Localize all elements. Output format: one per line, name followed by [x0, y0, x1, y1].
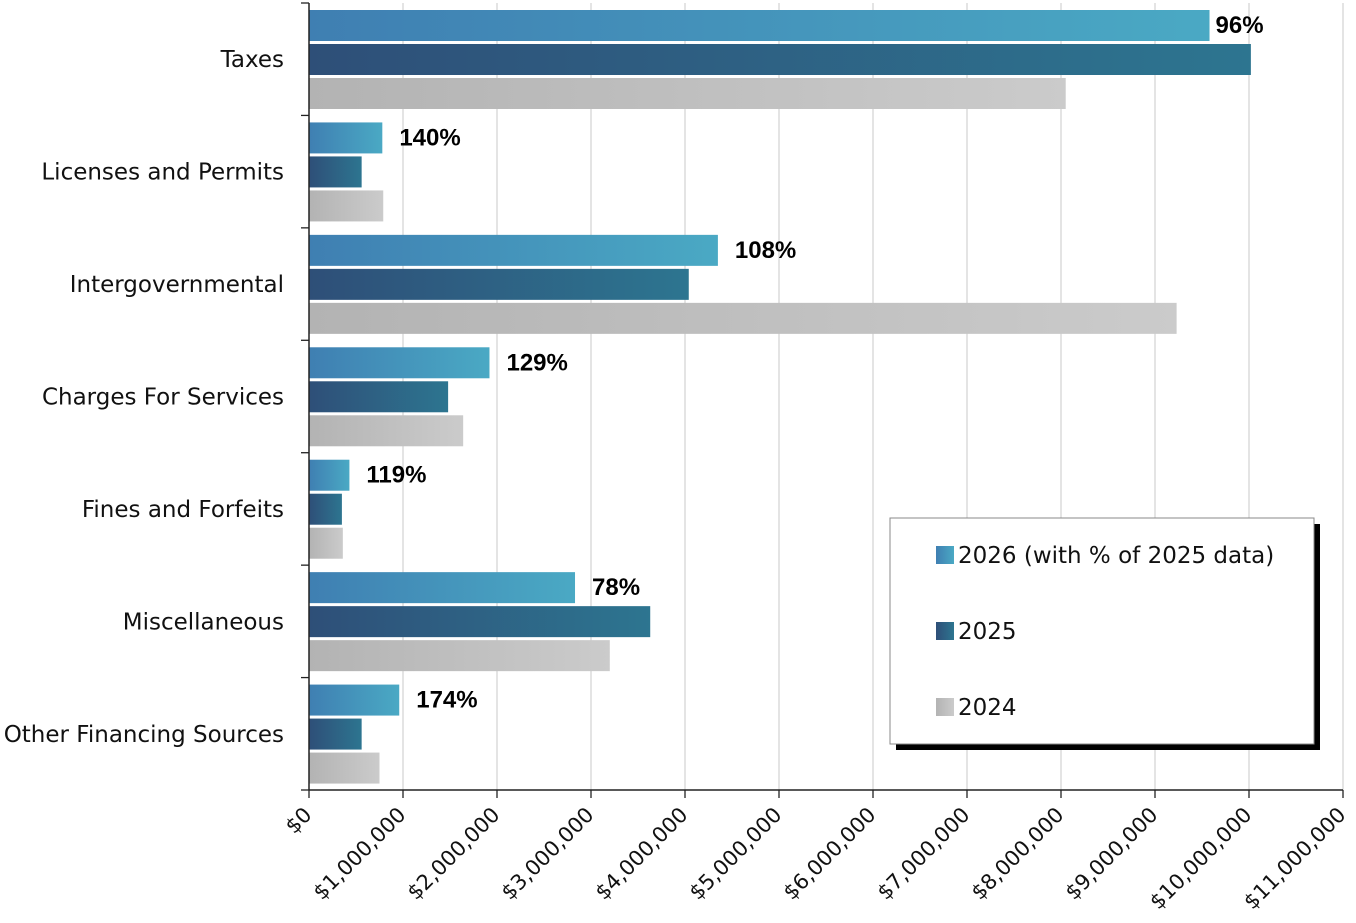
bar-2025: [309, 606, 651, 638]
category-label: Intergovernmental: [70, 272, 284, 298]
bar-2026: [309, 347, 490, 379]
category-label: Taxes: [220, 47, 284, 73]
legend-entry: 2025: [958, 619, 1017, 645]
bar-2026: [309, 459, 350, 491]
x-tick-label: $2,000,000: [403, 803, 505, 905]
bar-2024: [309, 415, 464, 447]
percent-label: 129%: [506, 349, 567, 376]
bar-2025: [309, 493, 342, 525]
legend-swatch: [936, 698, 954, 716]
bar-2024: [309, 527, 343, 559]
legend-entry: 2024: [958, 695, 1017, 721]
bar-2026: [309, 234, 718, 266]
category-label: Fines and Forfeits: [82, 497, 284, 523]
x-tick-label: $8,000,000: [967, 803, 1069, 905]
bar-2024: [309, 190, 384, 222]
legend-box: [889, 517, 1315, 745]
bar-2025: [309, 44, 1251, 75]
legend-swatch: [936, 546, 954, 564]
bar-2026: [309, 122, 383, 154]
bar-2024: [309, 302, 1177, 334]
category-label: Charges For Services: [42, 385, 284, 411]
bar-2026: [309, 10, 1210, 41]
x-tick-label: $9,000,000: [1061, 803, 1163, 905]
x-tick-label: $7,000,000: [873, 803, 975, 905]
bar-2026: [309, 684, 400, 716]
percent-label: 108%: [735, 237, 796, 264]
bar-2024: [309, 752, 380, 784]
legend: 2026 (with % of 2025 data) 2025 2024: [889, 517, 1320, 750]
x-tick-label: $3,000,000: [497, 803, 599, 905]
x-tick-label: $6,000,000: [779, 803, 881, 905]
category-label: Other Financing Sources: [4, 722, 284, 748]
labels: Taxes 96% Licenses and Permits 140% Intergov…: [4, 12, 1264, 748]
bars: [309, 10, 1251, 784]
x-tick-label: $1,000,000: [309, 803, 411, 905]
percent-label: 119%: [366, 462, 426, 489]
category-label: Miscellaneous: [123, 609, 284, 635]
x-tick-label: $4,000,000: [591, 803, 693, 905]
bar-2025: [309, 718, 362, 750]
bar-2024: [309, 640, 610, 672]
legend-swatch: [936, 622, 954, 640]
bar-2025: [309, 156, 362, 188]
x-tick-label: $5,000,000: [685, 803, 787, 905]
category-label: Licenses and Permits: [41, 160, 284, 186]
percent-label: 140%: [399, 124, 460, 151]
x-tick-label: $0: [281, 803, 317, 839]
bar-2026: [309, 572, 576, 604]
percent-label: 174%: [416, 687, 477, 714]
bar-2025: [309, 381, 449, 413]
bar-2025: [309, 268, 689, 300]
percent-label: 78%: [592, 574, 640, 601]
legend-entry: 2026 (with % of 2025 data): [958, 543, 1274, 569]
percent-label: 96%: [1216, 12, 1264, 39]
bar-2024: [309, 78, 1066, 109]
